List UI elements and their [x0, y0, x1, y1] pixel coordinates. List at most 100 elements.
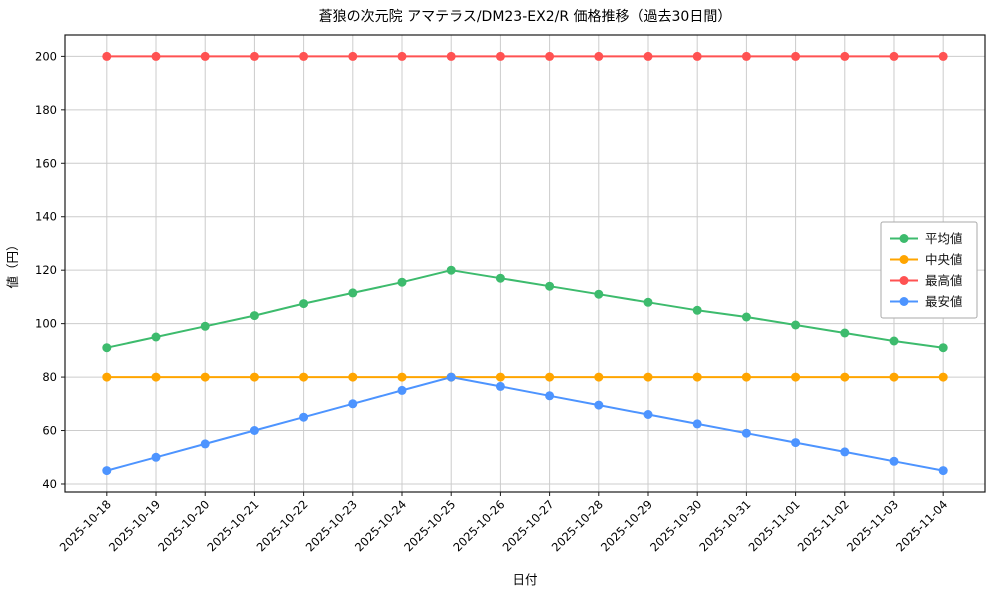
data-point [594, 51, 604, 61]
plot-area [65, 35, 985, 492]
legend-marker [899, 255, 909, 264]
x-axis-label: 日付 [512, 572, 537, 587]
data-point [791, 372, 801, 382]
legend-marker [899, 234, 909, 243]
data-point [791, 438, 801, 448]
series-line-最安値 [105, 376, 945, 472]
series-markers-最高値 [102, 51, 948, 61]
y-tick-label: 120 [35, 263, 57, 277]
data-point [200, 321, 210, 331]
data-point [741, 312, 751, 322]
data-point [741, 51, 751, 61]
y-axis-ticks: 40 60 80 100 120 140 160 180 200 [35, 49, 65, 491]
data-point [348, 399, 358, 409]
data-point [299, 412, 309, 422]
data-point [151, 372, 161, 382]
y-tick-label: 40 [42, 477, 57, 491]
data-point [692, 305, 702, 315]
y-axis-label: 値（円） [5, 238, 20, 288]
y-tick-label: 80 [42, 370, 57, 384]
data-point [840, 328, 850, 338]
y-tick-label: 100 [35, 317, 57, 331]
y-tick-label: 180 [35, 103, 57, 117]
data-point [692, 372, 702, 382]
data-point [397, 51, 407, 61]
data-point [741, 428, 751, 438]
legend-marker [899, 276, 909, 285]
data-point [249, 51, 259, 61]
legend-marker [899, 297, 909, 306]
legend-label: 最高値 [925, 273, 963, 288]
data-point [299, 299, 309, 309]
data-point [397, 372, 407, 382]
y-tick-label: 200 [35, 49, 57, 63]
legend-label: 中央値 [925, 252, 963, 267]
data-point [249, 426, 259, 435]
data-point [643, 410, 653, 419]
y-tick-label: 60 [42, 424, 57, 438]
y-tick-label: 160 [35, 156, 57, 170]
data-point [348, 288, 358, 298]
data-point [643, 51, 653, 61]
data-point [200, 51, 210, 61]
series-markers-平均値 [102, 265, 948, 353]
series-line-平均値 [105, 269, 945, 349]
data-point [151, 51, 161, 61]
data-point [446, 51, 456, 61]
data-point [889, 372, 899, 382]
data-point [299, 51, 309, 61]
data-point [446, 372, 456, 382]
y-tick-label: 140 [35, 210, 57, 224]
data-point [938, 343, 948, 353]
data-point [200, 372, 210, 382]
legend-label: 最安値 [925, 294, 963, 309]
legend-label: 平均値 [925, 231, 963, 246]
data-point [446, 265, 456, 275]
data-point [102, 372, 112, 382]
data-point [545, 281, 555, 291]
data-point [348, 372, 358, 382]
data-point [151, 452, 161, 462]
data-point [791, 320, 801, 330]
data-point [840, 51, 850, 61]
data-point [938, 51, 948, 61]
data-point [741, 372, 751, 382]
data-point [545, 391, 555, 401]
data-point [692, 51, 702, 61]
data-point [938, 372, 948, 382]
data-point [594, 372, 604, 382]
data-point [249, 311, 259, 321]
data-point [840, 447, 850, 457]
data-point [594, 289, 604, 299]
data-point [495, 51, 505, 61]
data-point [545, 51, 555, 61]
data-point [889, 51, 899, 61]
chart-title: 蒼狼の次元院 アマテラス/DM23-EX2/R 価格推移（過去30日間） [319, 9, 732, 25]
data-point [249, 372, 259, 382]
series-markers-中央値 [102, 372, 948, 382]
data-point [791, 51, 801, 61]
series-markers-最安値 [102, 372, 948, 476]
axes-frame [64, 34, 986, 493]
data-point [495, 381, 505, 391]
data-point [938, 466, 948, 476]
data-point [102, 343, 112, 353]
data-point [889, 336, 899, 346]
data-point [643, 297, 653, 307]
data-point [643, 372, 653, 382]
data-point [495, 372, 505, 382]
data-point [348, 51, 358, 61]
data-point [102, 466, 112, 476]
data-point [151, 332, 161, 342]
data-point [200, 439, 210, 449]
data-point [840, 372, 850, 382]
data-point [594, 400, 604, 410]
data-point [495, 273, 505, 283]
legend-box [880, 221, 978, 319]
data-point [889, 456, 899, 466]
data-point [299, 372, 309, 382]
data-point [102, 51, 112, 61]
data-point [397, 385, 407, 395]
